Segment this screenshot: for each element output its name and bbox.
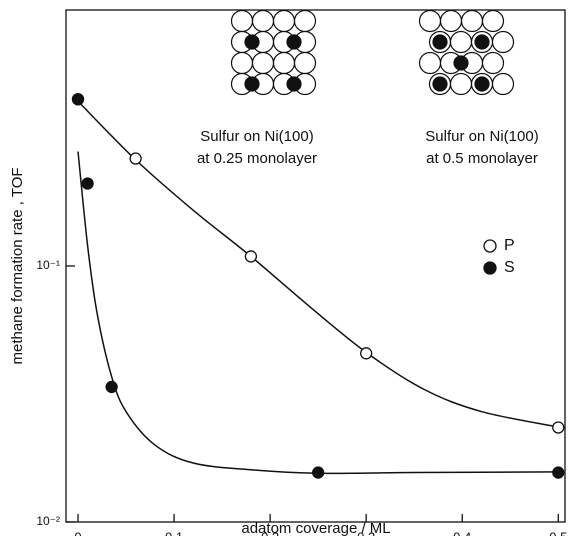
annotation: Sulfur on Ni(100) <box>425 128 538 145</box>
legend-label: P <box>504 237 515 254</box>
lattice-quarter <box>230 9 317 96</box>
y-tick-label: 10⁻² <box>36 514 60 528</box>
legend-marker <box>483 239 497 253</box>
fit-curve <box>77 100 559 428</box>
data-point <box>360 347 373 360</box>
x-tick-label: 0.1 <box>165 529 183 536</box>
annotation: Sulfur on Ni(100) <box>200 128 313 145</box>
x-tick-label: 0 <box>74 529 81 536</box>
lattice-half <box>418 9 515 96</box>
data-point <box>552 466 565 479</box>
x-tick-label: 0.4 <box>453 529 471 536</box>
annotation: at 0.25 monolayer <box>197 150 317 167</box>
x-tick-label: 0.3 <box>357 529 375 536</box>
legend-marker <box>483 261 497 275</box>
data-point <box>311 466 325 479</box>
legend-label: S <box>504 259 515 276</box>
y-axis-label: methane formation rate , TOF <box>9 167 26 364</box>
data-point <box>552 421 565 434</box>
y-tick-label: 10⁻¹ <box>36 258 60 272</box>
x-tick-label: 0.2 <box>261 529 279 536</box>
data-point <box>71 93 85 106</box>
annotation: at 0.5 monolayer <box>426 150 538 167</box>
data-point <box>105 380 118 394</box>
x-tick-label: 0.5 <box>549 529 567 536</box>
fit-curve <box>77 151 559 475</box>
x-axis-label: adatom coverage / ML <box>241 520 390 536</box>
data-point <box>244 250 258 263</box>
data-point <box>81 177 94 190</box>
data-point <box>129 152 142 165</box>
